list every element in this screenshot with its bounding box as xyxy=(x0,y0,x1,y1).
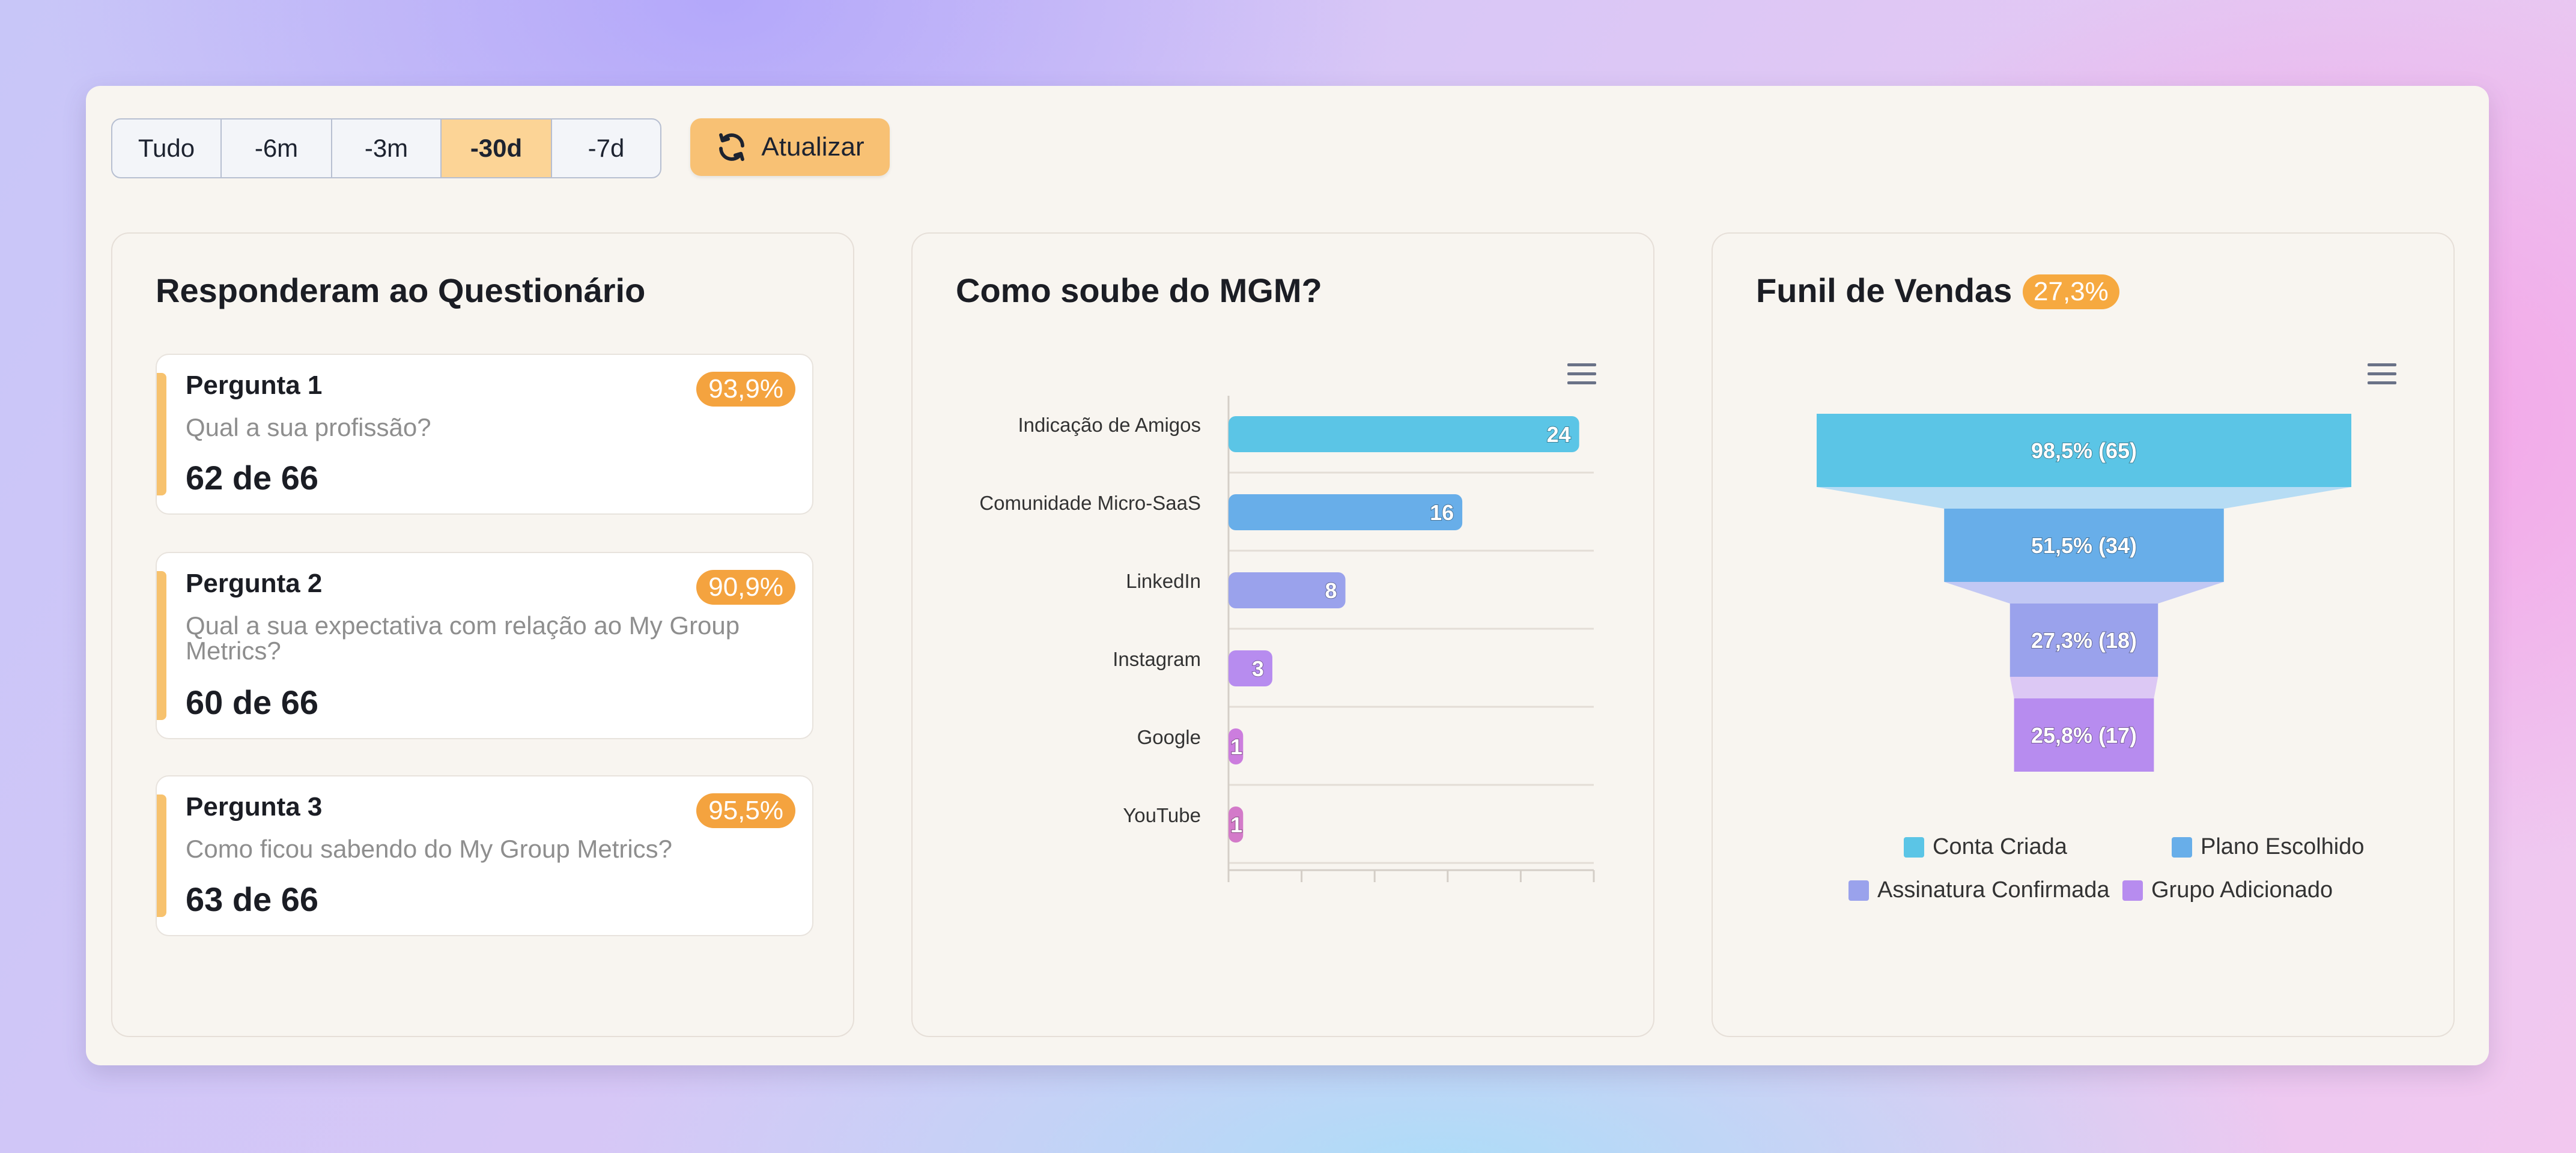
question-accent-bar xyxy=(157,794,166,917)
question-percent-badge: 95,5% xyxy=(696,793,795,828)
questionnaire-title: Responderam ao Questionário xyxy=(156,271,646,309)
question-card-1[interactable]: Pergunta 1 93,9% Qual a sua profissão? 6… xyxy=(156,354,813,515)
question-accent-bar xyxy=(157,373,166,495)
legend-label: Plano Escolhido xyxy=(2201,834,2365,859)
funnel-connector xyxy=(1817,487,2351,509)
funnel-label: 51,5% (34) xyxy=(2031,533,2137,558)
data-label: 16 xyxy=(1430,500,1454,525)
legend-swatch xyxy=(2172,837,2192,858)
sales-funnel-card: Funil de Vendas 27,3% 98,5% (65) 51,5% (3… xyxy=(1712,232,2455,1037)
mgm-chart-title: Como soube do MGM? xyxy=(956,271,1322,309)
data-label: 1 xyxy=(1230,813,1242,837)
dashboard-panel: Tudo -6m -3m -30d -7d Atualizar Responde… xyxy=(86,86,2489,1065)
question-text: Como ficou sabendo do My Group Metrics? xyxy=(186,835,673,863)
legend-swatch xyxy=(1848,880,1869,901)
filter-3m-button[interactable]: -3m xyxy=(332,120,442,177)
category-label: Comunidade Micro-SaaS xyxy=(979,492,1201,514)
question-count: 63 de 66 xyxy=(186,880,319,918)
hamburger-menu-icon[interactable] xyxy=(2368,363,2396,385)
legend-label: Grupo Adicionado xyxy=(2151,877,2333,903)
funnel-label: 98,5% (65) xyxy=(2031,438,2137,463)
question-title: Pergunta 3 xyxy=(186,792,323,822)
bar xyxy=(1229,416,1579,452)
category-label: Google xyxy=(1137,726,1201,748)
funnel-connector xyxy=(1944,582,2224,604)
question-title: Pergunta 2 xyxy=(186,569,323,598)
refresh-label: Atualizar xyxy=(761,132,864,162)
filter-7d-button[interactable]: -7d xyxy=(588,134,625,162)
legend-swatch xyxy=(2122,880,2143,901)
question-title: Pergunta 1 xyxy=(186,371,323,400)
legend-label: Conta Criada xyxy=(1933,834,2067,859)
data-label: 24 xyxy=(1547,422,1571,447)
question-card-3[interactable]: Pergunta 3 95,5% Como ficou sabendo do M… xyxy=(156,775,813,936)
filter-all-button[interactable]: Tudo xyxy=(112,120,222,177)
legend-label: Assinatura Confirmada xyxy=(1877,877,2110,903)
bar xyxy=(1229,572,1346,608)
funnel-segment xyxy=(2009,604,2158,677)
funnel-segment xyxy=(1817,414,2351,487)
mgm-chart-card: Como soube do MGM? Indicação de Amigos 24… xyxy=(911,232,1654,1037)
question-count: 62 de 66 xyxy=(186,459,319,497)
bar xyxy=(1229,650,1272,686)
category-label: YouTube xyxy=(1123,804,1201,826)
legend-item-assinatura-confirmada[interactable]: Assinatura Confirmada xyxy=(1848,877,2110,903)
funnel-label: 25,8% (17) xyxy=(2031,723,2137,748)
questionnaire-card: Responderam ao Questionário Pergunta 1 9… xyxy=(111,232,854,1037)
question-card-2[interactable]: Pergunta 2 90,9% Qual a sua expectativa … xyxy=(156,552,813,739)
data-label: 3 xyxy=(1252,656,1264,681)
sales-funnel-title: Funil de Vendas xyxy=(1756,271,2012,309)
hamburger-menu-icon[interactable] xyxy=(1567,363,1596,385)
question-count: 60 de 66 xyxy=(186,683,319,721)
category-label: Instagram xyxy=(1113,648,1201,670)
legend-swatch xyxy=(1904,837,1924,858)
refresh-icon xyxy=(719,133,745,162)
funnel-segment xyxy=(1944,509,2224,582)
question-accent-bar xyxy=(157,571,166,720)
legend-item-conta-criada[interactable]: Conta Criada xyxy=(1904,834,2067,860)
question-text: Qual a sua expectativa com relação ao My… xyxy=(186,611,740,665)
bar xyxy=(1229,806,1244,843)
bar xyxy=(1229,728,1244,764)
data-label: 8 xyxy=(1325,578,1337,603)
period-filter: Tudo -6m -3m -30d -7d xyxy=(111,118,661,178)
category-label: LinkedIn xyxy=(1126,570,1201,592)
sales-funnel-chart: 98,5% (65) 51,5% (34) 27,3% (18) 25,8% (17) xyxy=(1817,414,2351,772)
funnel-segment xyxy=(2014,698,2154,772)
funnel-connector xyxy=(2009,677,2158,698)
question-percent-badge: 93,9% xyxy=(696,372,795,407)
funnel-conversion-badge: 27,3% xyxy=(2023,274,2119,309)
bar xyxy=(1229,494,1463,530)
mgm-bar-chart: Indicação de Amigos 24 Comunidade Micro-Sa… xyxy=(979,396,1595,882)
legend-item-grupo-adicionado[interactable]: Grupo Adicionado xyxy=(2122,877,2333,903)
data-label: 1 xyxy=(1230,734,1242,759)
filter-30d-button[interactable]: -30d xyxy=(442,120,552,177)
filter-6m-button[interactable]: -6m xyxy=(222,120,332,177)
refresh-button[interactable]: Atualizar xyxy=(690,118,890,176)
funnel-label: 27,3% (18) xyxy=(2031,628,2137,653)
category-label: Indicação de Amigos xyxy=(1018,414,1201,436)
legend-item-plano-escolhido[interactable]: Plano Escolhido xyxy=(2172,834,2365,860)
question-text: Qual a sua profissão? xyxy=(186,413,431,441)
question-percent-badge: 90,9% xyxy=(696,570,795,605)
